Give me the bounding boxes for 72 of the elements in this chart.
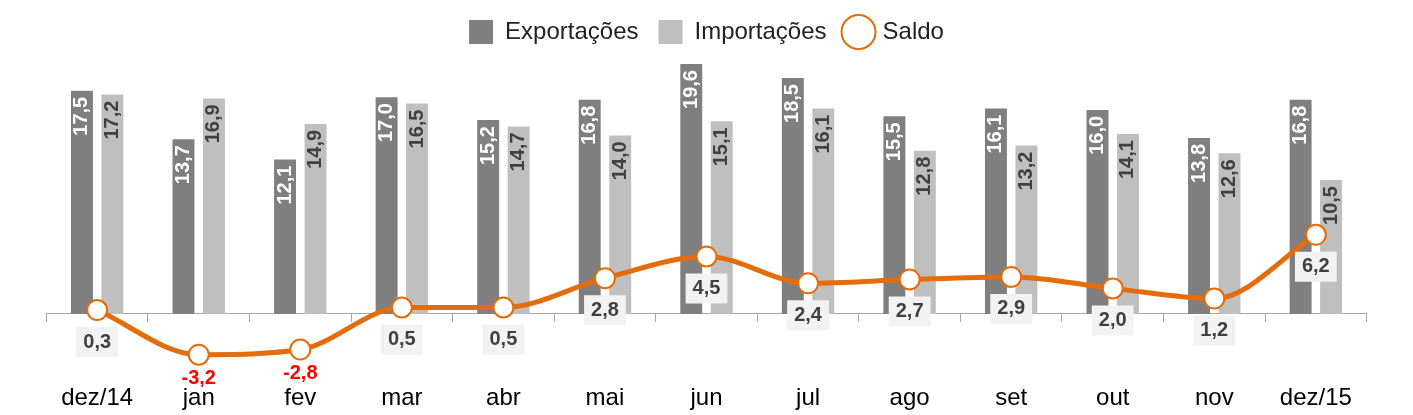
point bbox=[86, 299, 109, 322]
data-label: 4,5 bbox=[692, 276, 721, 299]
x-tick-label: mai bbox=[585, 382, 625, 410]
data-label: 16,5 bbox=[404, 109, 427, 149]
legend-label: Saldo bbox=[882, 16, 944, 44]
data-label: 17,5 bbox=[69, 96, 92, 136]
data-label: 12,6 bbox=[1217, 159, 1240, 199]
data-label: 6,2 bbox=[1301, 254, 1330, 277]
data-label: 16,9 bbox=[201, 104, 224, 144]
data-label: 0,3 bbox=[83, 329, 112, 352]
x-tick-label: mar bbox=[381, 382, 423, 410]
data-label: 2,7 bbox=[895, 298, 924, 321]
point bbox=[1304, 223, 1327, 246]
x-tick-label: jun bbox=[689, 382, 723, 410]
point bbox=[187, 343, 210, 366]
data-label: 12,1 bbox=[272, 165, 295, 205]
data-label: 2,8 bbox=[591, 297, 619, 320]
point bbox=[390, 296, 413, 319]
bar bbox=[507, 126, 530, 314]
data-label: 16,0 bbox=[1085, 115, 1107, 155]
data-label: 14,7 bbox=[506, 132, 529, 172]
x-tick-label: dez/15 bbox=[1279, 382, 1352, 410]
x-tick-label: out bbox=[1096, 382, 1130, 410]
point bbox=[289, 338, 312, 361]
x-tick-label: dez/14 bbox=[61, 382, 134, 410]
point bbox=[1000, 265, 1023, 288]
point bbox=[797, 272, 820, 295]
data-label: 17,2 bbox=[99, 100, 122, 140]
bar bbox=[274, 159, 297, 314]
data-label: 13,8 bbox=[1186, 143, 1209, 183]
data-label: 18,5 bbox=[780, 84, 803, 123]
bar bbox=[202, 98, 225, 314]
point bbox=[898, 268, 921, 291]
data-label: 16,8 bbox=[1288, 105, 1311, 145]
data-label: 17,0 bbox=[374, 103, 397, 143]
data-label: 13,2 bbox=[1013, 151, 1036, 191]
bar bbox=[70, 90, 93, 314]
data-label: 2,4 bbox=[794, 302, 823, 325]
data-label: 12,8 bbox=[912, 156, 935, 196]
data-label: 2,0 bbox=[1098, 307, 1127, 330]
data-label: 0,5 bbox=[489, 327, 518, 350]
x-tick-label: nov bbox=[1194, 382, 1234, 410]
data-label: 16,1 bbox=[810, 114, 833, 154]
data-label: 16,8 bbox=[577, 105, 600, 145]
data-label: 15,2 bbox=[475, 126, 498, 166]
data-label: 14,1 bbox=[1115, 140, 1138, 180]
x-tick-label: set bbox=[995, 382, 1028, 410]
data-label: 15,5 bbox=[881, 122, 904, 162]
x-tick-label: fev bbox=[284, 382, 317, 410]
point bbox=[492, 296, 515, 319]
data-label: 13,7 bbox=[171, 145, 194, 185]
data-label: 2,9 bbox=[997, 296, 1026, 319]
point bbox=[593, 267, 616, 290]
data-label: 14,0 bbox=[607, 141, 630, 181]
data-label: -2,8 bbox=[283, 361, 318, 384]
data-label: 19,6 bbox=[678, 70, 701, 109]
x-tick-label: jul bbox=[795, 382, 821, 410]
data-label: 16,1 bbox=[983, 114, 1006, 154]
data-label: 15,1 bbox=[709, 127, 732, 167]
data-label: 10,5 bbox=[1318, 186, 1341, 225]
data-label: 0,5 bbox=[387, 327, 416, 350]
point bbox=[695, 245, 718, 268]
legend-label: Exportações bbox=[505, 16, 639, 44]
data-label: 14,9 bbox=[303, 129, 326, 169]
data-label: 1,2 bbox=[1200, 318, 1229, 341]
bar bbox=[101, 94, 124, 314]
x-tick-label: abr bbox=[486, 382, 521, 410]
x-tick-label: ago bbox=[889, 382, 930, 410]
bar bbox=[375, 97, 398, 314]
legend-label: Importações bbox=[694, 16, 827, 44]
point bbox=[1203, 287, 1226, 310]
point bbox=[1101, 277, 1124, 300]
